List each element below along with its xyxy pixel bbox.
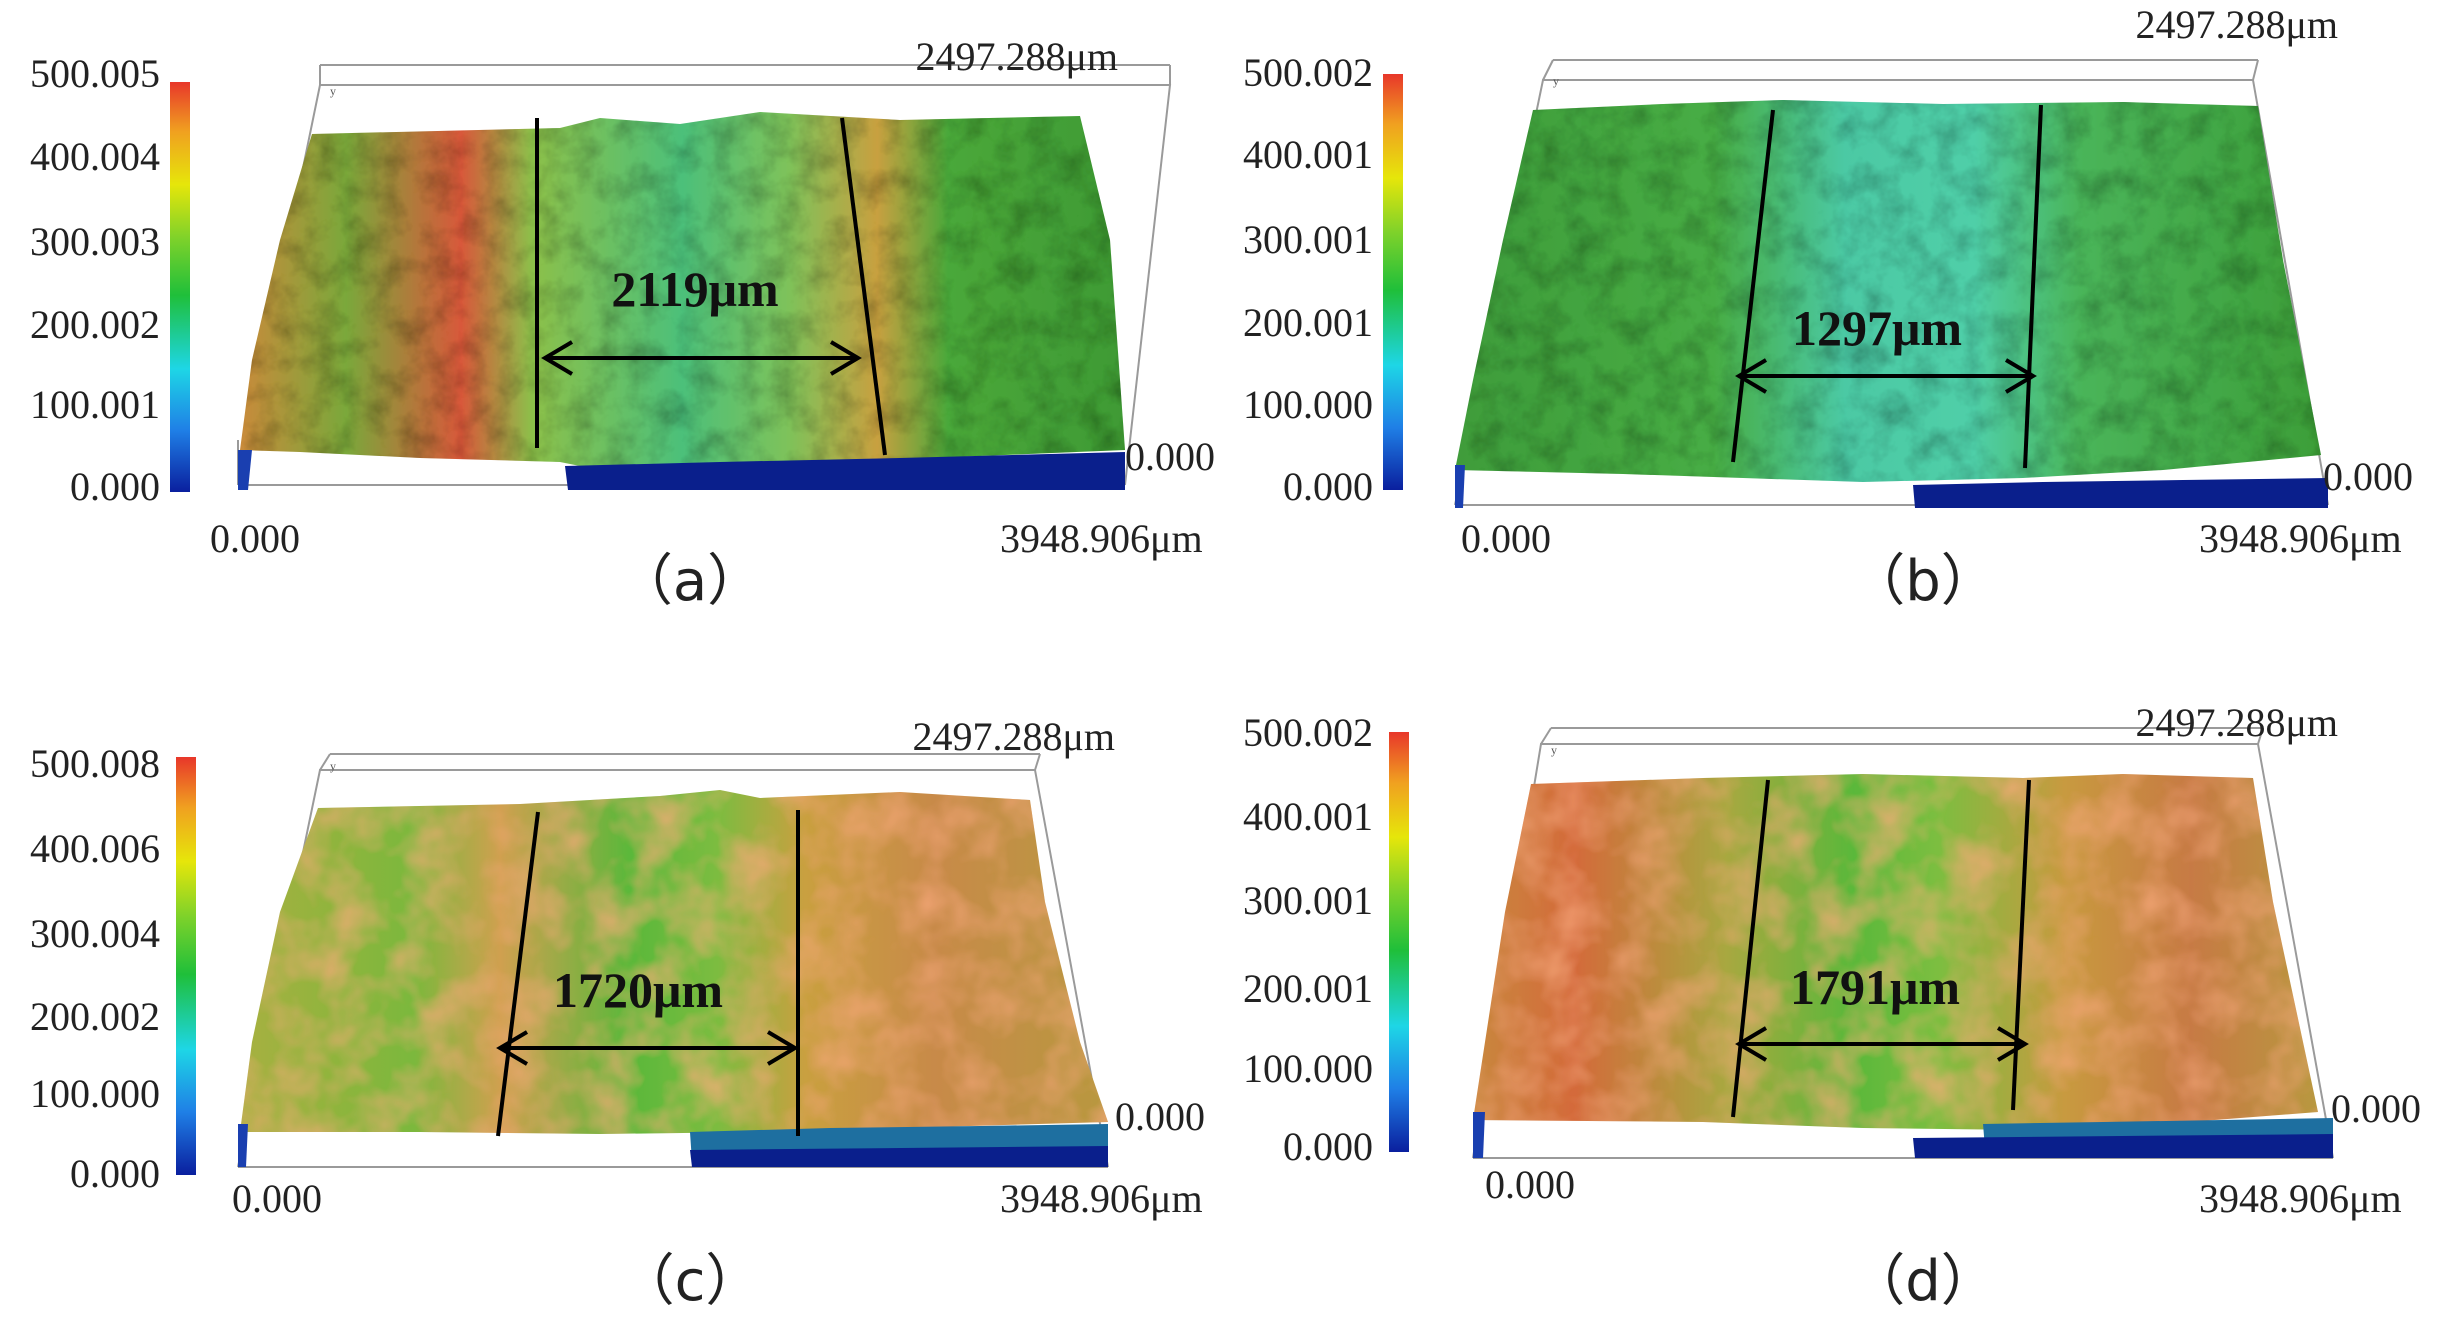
x-axis-start-label: 0.000 (1461, 516, 1551, 561)
panel-label: （b） (1849, 549, 1997, 614)
scale-tick: 500.008 (30, 741, 160, 786)
x-axis-end-label: 3948.906μm (2199, 516, 2402, 561)
scale-tick: 200.001 (1243, 966, 1373, 1011)
panel-c: 500.008 400.006 300.004 200.002 100.000 … (30, 714, 1205, 1314)
colorbar (170, 82, 190, 492)
track-boundary-line (496, 811, 540, 1137)
axis-letter: y (330, 759, 336, 773)
scale-tick: 100.001 (30, 382, 160, 427)
z-origin-label: 0.000 (2331, 1086, 2421, 1131)
scale-tick: 500.002 (1243, 710, 1373, 755)
scale-tick: 200.002 (30, 302, 160, 347)
panel-a: 500.005 400.004 300.003 200.002 100.001 … (30, 34, 1215, 614)
axis-letter: y (1553, 74, 1559, 88)
colorbar (1383, 74, 1403, 490)
scale-tick: 0.000 (1283, 464, 1373, 509)
scale-tick: 400.004 (30, 134, 160, 179)
scale-tick: 300.001 (1243, 878, 1373, 923)
scale-tick: 500.002 (1243, 50, 1373, 95)
panel-b: 500.002 400.001 300.001 200.001 100.000 … (1243, 2, 2413, 614)
scale-tick: 400.001 (1243, 794, 1373, 839)
substrate (238, 450, 252, 490)
track-boundary-line (1731, 779, 1770, 1118)
y-axis-end-label: 2497.288μm (2135, 700, 2338, 745)
x-axis-end-label: 3948.906μm (1000, 516, 1203, 561)
x-axis-start-label: 0.000 (232, 1176, 322, 1221)
track-boundary-line (840, 117, 887, 456)
scale-tick: 300.003 (30, 219, 160, 264)
track-width-label: 1720μm (553, 962, 723, 1018)
track-boundary-line (2023, 104, 2043, 469)
panel-d: 500.002 400.001 300.001 200.001 100.000 … (1243, 700, 2421, 1314)
track-width-label: 2119μm (611, 261, 778, 317)
surface-map (240, 790, 1108, 1134)
substrate (690, 1146, 1108, 1167)
substrate (238, 1124, 248, 1167)
scale-tick: 100.000 (1243, 1046, 1373, 1091)
z-origin-label: 0.000 (1125, 434, 1215, 479)
scale-tick: 0.000 (1283, 1124, 1373, 1169)
substrate (1455, 465, 1465, 508)
scale-tick: 0.000 (70, 1151, 160, 1196)
width-arrow (496, 1030, 799, 1066)
scale-tick: 300.001 (1243, 217, 1373, 262)
scale-tick: 300.004 (30, 911, 160, 956)
track-width-label: 1297μm (1792, 300, 1962, 356)
axis-letter: y (330, 84, 336, 98)
panel-label: （a） (617, 549, 763, 614)
y-axis-end-label: 2497.288μm (915, 34, 1118, 79)
scale-tick: 400.006 (30, 826, 160, 871)
width-arrow (541, 340, 862, 376)
scale-tick: 100.000 (1243, 382, 1373, 427)
x-axis-end-label: 3948.906μm (2199, 1176, 2402, 1221)
scale-tick: 400.001 (1243, 132, 1373, 177)
colorbar (176, 757, 196, 1175)
x-axis-start-label: 0.000 (1485, 1162, 1575, 1207)
width-arrow (1735, 358, 2037, 394)
panel-label: （d） (1849, 1249, 1997, 1314)
track-boundary-line (2011, 779, 2031, 1111)
surface-map (1455, 100, 2321, 482)
scale-tick: 200.002 (30, 994, 160, 1039)
panel-label: （c） (619, 1249, 762, 1314)
surface-map (1473, 774, 2318, 1130)
z-origin-label: 0.000 (1115, 1094, 1205, 1139)
y-axis-end-label: 2497.288μm (912, 714, 1115, 759)
x-axis-start-label: 0.000 (210, 516, 300, 561)
surface-map (240, 112, 1125, 470)
scale-tick: 500.005 (30, 51, 160, 96)
axis-letter: y (1551, 743, 1557, 757)
substrate (1913, 478, 2328, 508)
substrate (565, 452, 1125, 490)
track-width-label: 1791μm (1790, 959, 1960, 1015)
scale-tick: 0.000 (70, 464, 160, 509)
track-boundary-line (1731, 109, 1775, 463)
scale-tick: 200.001 (1243, 300, 1373, 345)
substrate (1913, 1134, 2333, 1158)
x-axis-end-label: 3948.906μm (1000, 1176, 1203, 1221)
z-origin-label: 0.000 (2323, 454, 2413, 499)
substrate (1473, 1112, 1485, 1158)
colorbar (1389, 732, 1409, 1152)
scale-tick: 100.000 (30, 1071, 160, 1116)
y-axis-end-label: 2497.288μm (2135, 2, 2338, 47)
width-arrow (1735, 1026, 2029, 1062)
